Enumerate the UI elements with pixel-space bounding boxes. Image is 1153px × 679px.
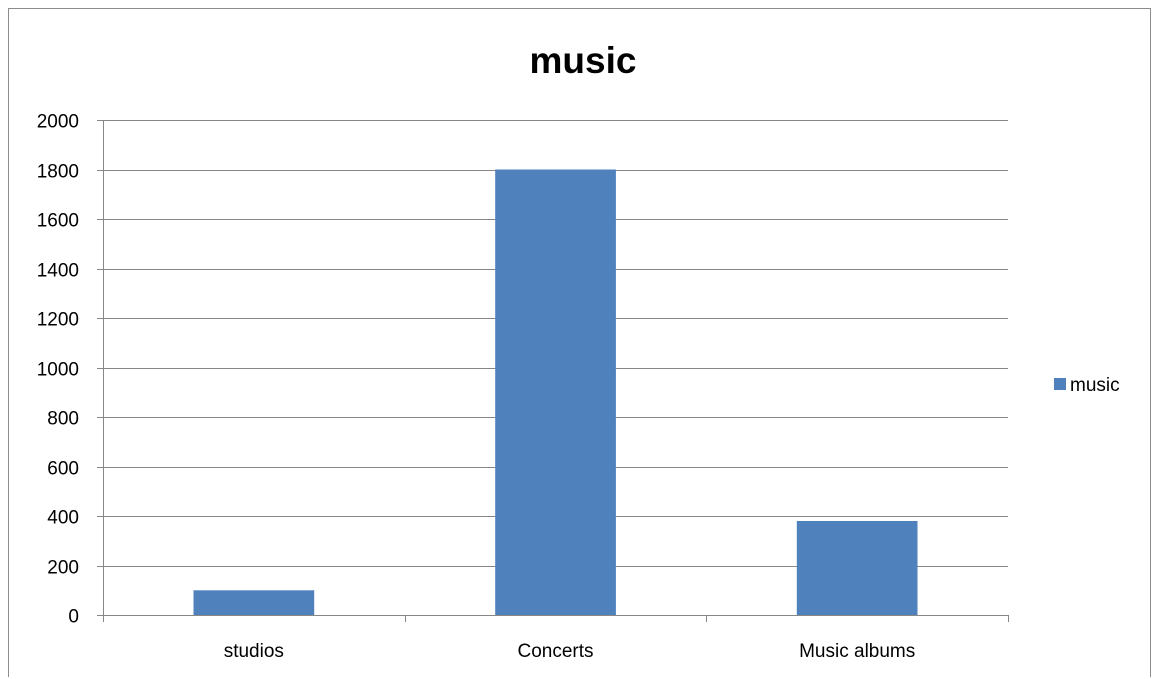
legend-label: music <box>1070 375 1120 396</box>
x-tick-label: studios <box>224 641 284 662</box>
y-tick-label: 0 <box>68 607 79 628</box>
bar <box>193 590 315 616</box>
y-tick-label: 1000 <box>37 360 79 381</box>
chart-title: music <box>530 40 637 81</box>
legend: music <box>1054 375 1120 396</box>
y-tick-label: 200 <box>47 558 79 579</box>
y-axis-ticks: 0 200 400 600 800 1000 1200 1400 1600 1800 2000 <box>37 112 79 628</box>
y-tick-label: 1800 <box>37 162 79 183</box>
x-tick-label: Music albums <box>799 641 915 662</box>
legend-swatch <box>1054 378 1066 390</box>
x-axis <box>103 120 1009 622</box>
y-tick-label: 2000 <box>37 112 79 133</box>
y-tick-label: 1400 <box>37 261 79 282</box>
y-tick-label: 600 <box>47 459 79 480</box>
x-axis-labels: studios Concerts Music albums <box>224 641 916 662</box>
y-tick-label: 1600 <box>37 211 79 232</box>
bar <box>495 169 616 615</box>
x-tick-label: Concerts <box>517 641 593 662</box>
y-tick-label: 800 <box>47 409 79 430</box>
bars <box>193 169 918 616</box>
y-tick-label: 400 <box>47 508 79 529</box>
y-tick-label: 1200 <box>37 310 79 331</box>
bar <box>796 521 918 615</box>
